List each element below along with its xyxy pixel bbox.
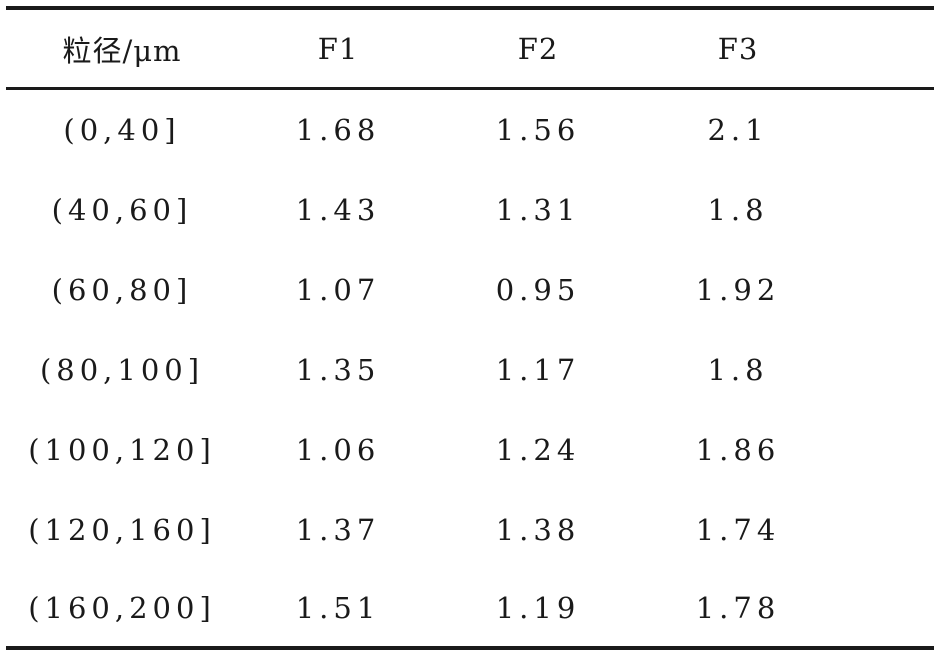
f1-cell: 1.51 — [295, 591, 381, 625]
f2-cell: 1.31 — [495, 193, 581, 227]
top-rule — [6, 6, 934, 10]
f3-cell: 1.74 — [695, 513, 781, 547]
f1-cell: 1.43 — [295, 193, 381, 227]
range-cell: (160,200] — [28, 591, 216, 625]
header-rule — [6, 87, 934, 90]
f3-cell: 1.86 — [695, 433, 781, 467]
f3-cell: 1.78 — [695, 591, 781, 625]
f3-cell: 1.8 — [707, 193, 769, 227]
f1-cell: 1.07 — [295, 273, 381, 307]
table-row: (160,200] 1.51 1.19 1.78 — [6, 570, 934, 646]
range-cell: (40,60] — [51, 193, 193, 227]
range-cell: (60,80] — [51, 273, 193, 307]
f2-cell: 1.24 — [495, 433, 581, 467]
range-cell: (100,120] — [28, 433, 216, 467]
header-f1: F1 — [317, 31, 359, 66]
table-row: (40,60] 1.43 1.31 1.8 — [6, 170, 934, 250]
range-cell: (0,40] — [63, 113, 181, 147]
table-row: (80,100] 1.35 1.17 1.8 — [6, 330, 934, 410]
table-row: (60,80] 1.07 0.95 1.92 — [6, 250, 934, 330]
table-row: (100,120] 1.06 1.24 1.86 — [6, 410, 934, 490]
header-particle-size: 粒径/μm — [62, 33, 182, 68]
f3-cell: 1.8 — [707, 353, 769, 387]
f1-cell: 1.06 — [295, 433, 381, 467]
header-row: 粒径/μm F1 F2 F3 — [6, 10, 934, 87]
f3-cell: 1.92 — [695, 273, 781, 307]
f2-cell: 1.38 — [495, 513, 581, 547]
data-table: 粒径/μm F1 F2 F3 (0,40] 1.68 1.56 2.1 (40,… — [6, 6, 934, 654]
f1-cell: 1.37 — [295, 513, 381, 547]
header-f2: F2 — [517, 31, 559, 66]
header-f3: F3 — [717, 31, 759, 66]
f1-cell: 1.35 — [295, 353, 381, 387]
f2-cell: 0.95 — [495, 273, 581, 307]
f2-cell: 1.17 — [495, 353, 581, 387]
f2-cell: 1.19 — [495, 591, 581, 625]
f3-cell: 2.1 — [707, 113, 769, 147]
table-row: (120,160] 1.37 1.38 1.74 — [6, 490, 934, 570]
f1-cell: 1.68 — [295, 113, 381, 147]
range-cell: (120,160] — [28, 513, 216, 547]
table-row: (0,40] 1.68 1.56 2.1 — [6, 90, 934, 170]
range-cell: (80,100] — [39, 353, 205, 387]
bottom-rule — [6, 646, 934, 650]
f2-cell: 1.56 — [495, 113, 581, 147]
